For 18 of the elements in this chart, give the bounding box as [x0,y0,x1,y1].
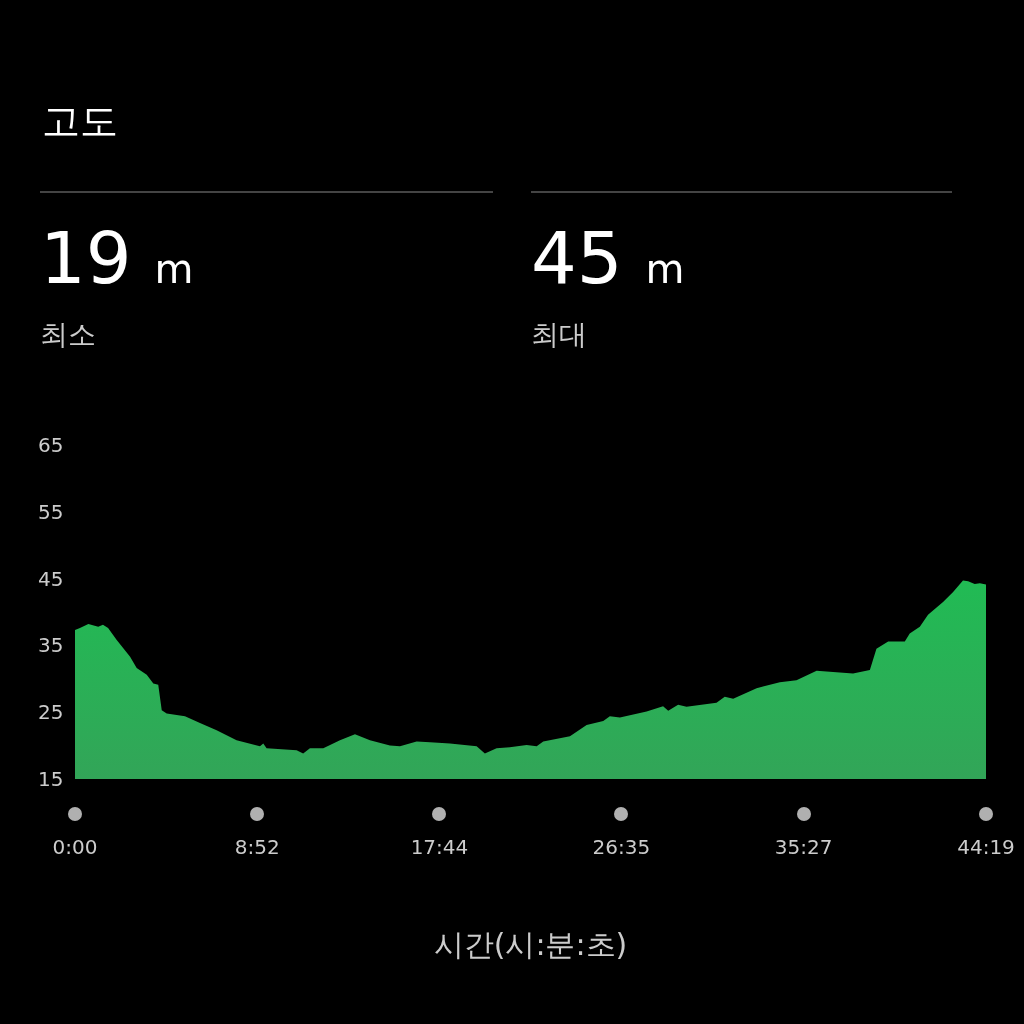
x-tick-label: 26:35 [592,835,651,859]
text: 45 m [531,216,685,300]
y-tick-label: 35 [38,633,64,658]
y-tick-label: 25 [38,700,64,725]
chart-title: 고도 [42,98,118,145]
x-tick-label: 35:27 [774,835,833,859]
x-tick-label: 8:52 [234,835,280,859]
y-tick-label: 45 [38,566,64,591]
text: 최소 [40,317,97,353]
y-tick-label: 65 [38,433,64,457]
y-tick-label: 55 [38,499,64,524]
y-tick-label: 15 [38,767,64,791]
x-tick-label: 17:44 [410,835,469,859]
text: 19 m [40,216,194,300]
x-tick-label: 44:19 [957,835,1015,859]
text: 최대 [531,317,588,353]
x-tick-label: 0:00 [52,835,98,859]
x-axis-title: 시간(시:분:초) [433,926,628,962]
